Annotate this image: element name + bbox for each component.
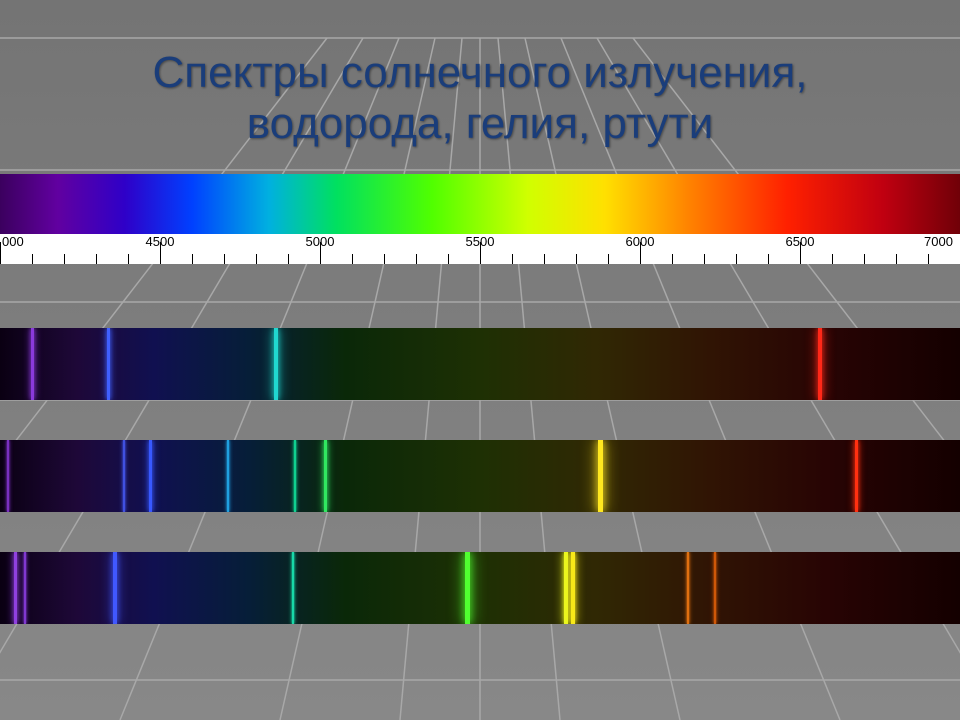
minor-tick — [608, 254, 609, 264]
spectral-line — [31, 328, 34, 400]
hydrogen-spectrum-strip — [0, 328, 960, 400]
minor-tick — [512, 254, 513, 264]
spectral-line — [855, 440, 858, 512]
minor-tick — [896, 254, 897, 264]
minor-tick — [832, 254, 833, 264]
tick-label: 6500 — [786, 234, 815, 249]
tick-label: 6000 — [626, 234, 655, 249]
minor-tick — [96, 254, 97, 264]
minor-tick — [928, 254, 929, 264]
spectral-line — [107, 328, 110, 400]
major-tick — [0, 242, 1, 264]
mercury-spectrum-strip — [0, 552, 960, 624]
faint-background — [0, 552, 960, 624]
spectral-line — [598, 440, 603, 512]
spectral-line — [274, 328, 278, 400]
spectral-line — [24, 552, 26, 624]
minor-tick — [32, 254, 33, 264]
tick-label: 4500 — [146, 234, 175, 249]
tick-label: 5500 — [466, 234, 495, 249]
minor-tick — [288, 254, 289, 264]
minor-tick — [864, 254, 865, 264]
spectral-line — [7, 440, 9, 512]
wavelength-scale: 000 4500 5000 5500 6000 6500 7000 — [0, 234, 960, 264]
faint-background — [0, 328, 960, 400]
minor-tick — [128, 254, 129, 264]
continuous-spectrum-strip: 000 4500 5000 5500 6000 6500 7000 — [0, 174, 960, 264]
spectral-line — [564, 552, 568, 624]
minor-tick — [448, 254, 449, 264]
spectral-line — [14, 552, 17, 624]
minor-tick — [544, 254, 545, 264]
minor-tick — [256, 254, 257, 264]
spectral-line — [123, 440, 125, 512]
spectral-line — [324, 440, 327, 512]
spectral-line — [227, 440, 229, 512]
minor-tick — [384, 254, 385, 264]
minor-tick — [768, 254, 769, 264]
minor-tick — [672, 254, 673, 264]
spectral-line — [714, 552, 716, 624]
title-line-2: водорода, гелия, ртути — [0, 99, 960, 150]
title-line-1: Спектры солнечного излучения, — [0, 48, 960, 99]
spectral-line — [292, 552, 294, 624]
spectral-line — [149, 440, 152, 512]
faint-background — [0, 440, 960, 512]
spectral-line — [818, 328, 822, 400]
minor-tick — [576, 254, 577, 264]
minor-tick — [416, 254, 417, 264]
tick-label: 7000 — [924, 234, 953, 249]
spectral-line — [465, 552, 470, 624]
spectral-line — [687, 552, 689, 624]
tick-label: 000 — [2, 234, 24, 249]
minor-tick — [224, 254, 225, 264]
minor-tick — [64, 254, 65, 264]
minor-tick — [704, 254, 705, 264]
spectral-line — [571, 552, 575, 624]
minor-tick — [352, 254, 353, 264]
minor-tick — [192, 254, 193, 264]
slide-title: Спектры солнечного излучения, водорода, … — [0, 48, 960, 149]
helium-spectrum-strip — [0, 440, 960, 512]
spectral-line — [294, 440, 296, 512]
minor-tick — [736, 254, 737, 264]
continuous-gradient — [0, 174, 960, 234]
tick-label: 5000 — [306, 234, 335, 249]
spectral-line — [113, 552, 117, 624]
